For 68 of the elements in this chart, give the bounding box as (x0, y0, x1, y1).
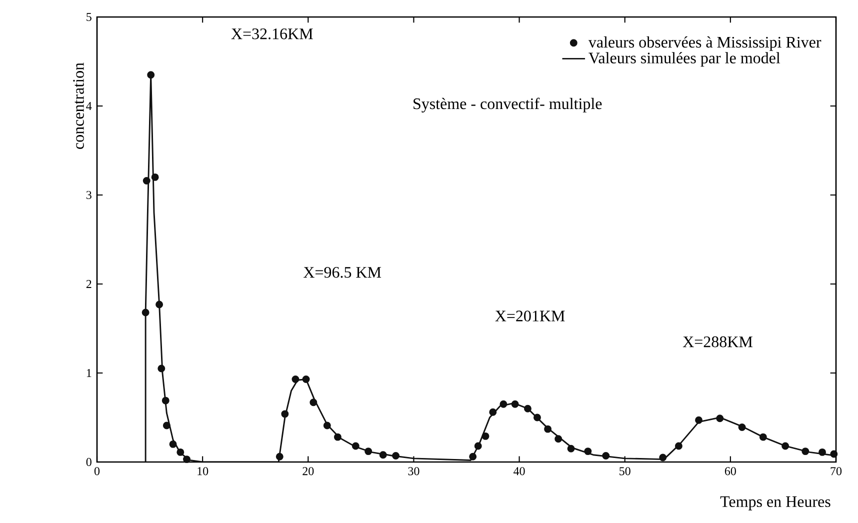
point (782, 442, 790, 450)
legend-label: valeurs observées à Mississipi River (588, 36, 822, 51)
point (392, 452, 400, 460)
x-tick-label: 40 (514, 467, 525, 476)
point (818, 448, 826, 456)
point (511, 400, 519, 408)
x-tick-label: 30 (408, 467, 420, 476)
point (544, 425, 552, 433)
point (830, 450, 838, 458)
point (524, 404, 532, 412)
annotation: X=96.5 KM (304, 267, 382, 278)
point (142, 308, 150, 316)
x-tick-label: 0 (94, 467, 100, 476)
point (334, 433, 342, 441)
point (323, 422, 331, 430)
point (533, 414, 541, 422)
point (310, 398, 318, 406)
x-tick-label: 60 (724, 467, 736, 476)
y-tick-label: 4 (86, 102, 92, 110)
x-tick-label: 20 (302, 467, 314, 476)
x-tick-label: 10 (198, 467, 208, 476)
point (554, 435, 562, 443)
y-tick-label: 5 (86, 13, 92, 21)
point (142, 177, 150, 184)
point (674, 442, 682, 450)
point (738, 424, 746, 432)
y-tick-label: 3 (86, 190, 92, 200)
point (162, 396, 170, 404)
point (759, 433, 767, 441)
y-axis-title: concentration (73, 62, 84, 149)
point (183, 456, 190, 464)
x-axis-title: Temps en Heures (720, 496, 830, 510)
point (162, 422, 170, 430)
point (379, 451, 387, 459)
point (147, 71, 155, 79)
annotation: X=288KM (682, 336, 752, 348)
y-tick-label: 1 (86, 369, 92, 377)
point (352, 442, 360, 450)
y-tick-label: 0 (86, 458, 92, 466)
point (276, 452, 284, 460)
y-tick-label: 2 (86, 280, 92, 288)
point (158, 364, 166, 372)
legend-label: Valeurs simulées par le model (588, 52, 780, 67)
point (292, 375, 300, 383)
point (500, 400, 508, 408)
point (176, 448, 184, 456)
point (489, 408, 497, 416)
point (364, 448, 372, 456)
annotation: X=32.16KM (231, 28, 313, 40)
point (716, 414, 724, 422)
point (469, 452, 477, 460)
x-tick-label: 50 (620, 467, 630, 476)
point (802, 448, 810, 456)
point (156, 300, 164, 308)
point (169, 440, 177, 448)
annotation: Système - convectif- multiple (414, 98, 602, 112)
point (602, 452, 610, 460)
point (584, 448, 592, 456)
annotation: X=201KM (495, 310, 565, 322)
x-tick-label: 70 (830, 467, 842, 476)
point (567, 444, 575, 452)
point (482, 432, 490, 440)
point (474, 442, 482, 450)
point (695, 416, 702, 424)
point (281, 410, 289, 418)
point (302, 375, 310, 383)
point (151, 173, 159, 181)
point (659, 454, 667, 462)
